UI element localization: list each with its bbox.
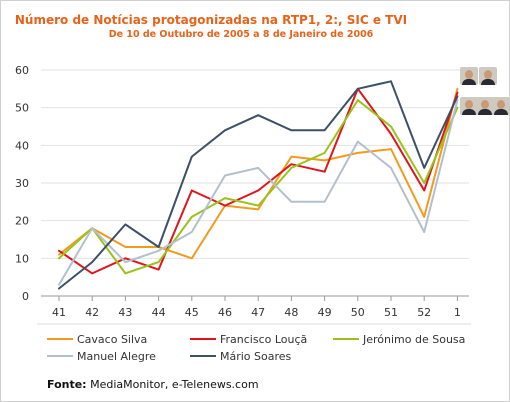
series-line <box>58 80 459 290</box>
x-tick-label: 45 <box>185 306 199 319</box>
legend-label: Francisco Louçã <box>220 333 307 346</box>
series-line <box>58 99 459 286</box>
candidate-photo-1 <box>460 67 478 85</box>
x-tick-label: 52 <box>417 306 431 319</box>
series-line <box>58 87 459 275</box>
candidate-photo-2 <box>479 67 497 85</box>
y-tick-label: 30 <box>15 177 29 190</box>
y-tick-label: 50 <box>15 102 29 115</box>
candidate-photo-3 <box>460 97 478 115</box>
series-line <box>58 87 459 260</box>
x-tick-label: 51 <box>384 306 398 319</box>
y-tick-label: 10 <box>15 252 29 265</box>
candidate-photo-5 <box>492 97 510 115</box>
chart-title: Número de Notícias protagonizadas na RTP… <box>14 13 408 27</box>
x-tick-label: 1 <box>454 306 461 319</box>
source-note: Fonte: MediaMonitor, e-Telenews.com <box>47 378 259 391</box>
chart-subtitle: De 10 de Outubro de 2005 a 8 de Janeiro … <box>108 29 374 40</box>
x-tick-label: 43 <box>118 306 132 319</box>
x-tick-label: 42 <box>85 306 99 319</box>
y-tick-label: 40 <box>15 139 29 152</box>
x-tick-label: 50 <box>351 306 365 319</box>
candidate-photo-4 <box>476 97 494 115</box>
source-text: MediaMonitor, e-Telenews.com <box>90 378 259 391</box>
legend-label: Manuel Alegre <box>77 350 156 363</box>
y-tick-label: 0 <box>22 290 29 303</box>
x-tick-label: 47 <box>251 306 265 319</box>
x-tick-label: 48 <box>284 306 298 319</box>
series-line <box>58 99 459 275</box>
y-tick-label: 60 <box>15 64 29 77</box>
legend-label: Jerónimo de Sousa <box>362 333 465 346</box>
x-tick-label: 46 <box>218 306 232 319</box>
legend-label: Mário Soares <box>220 350 292 363</box>
y-tick-label: 20 <box>15 215 29 228</box>
x-tick-label: 49 <box>318 306 332 319</box>
x-tick-label: 41 <box>52 306 66 319</box>
legend-label: Cavaco Silva <box>77 333 147 346</box>
source-label: Fonte: <box>47 378 87 391</box>
x-tick-label: 44 <box>152 306 166 319</box>
